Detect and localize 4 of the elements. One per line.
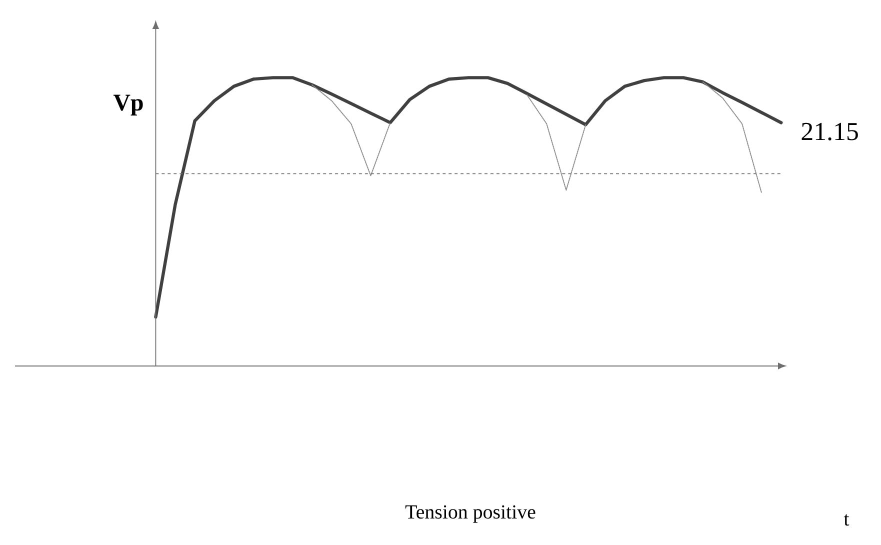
y-axis-title: Vp	[113, 94, 143, 116]
text: Tension positive	[405, 505, 536, 523]
text: t	[844, 514, 850, 526]
text: 21.15	[802, 122, 858, 140]
